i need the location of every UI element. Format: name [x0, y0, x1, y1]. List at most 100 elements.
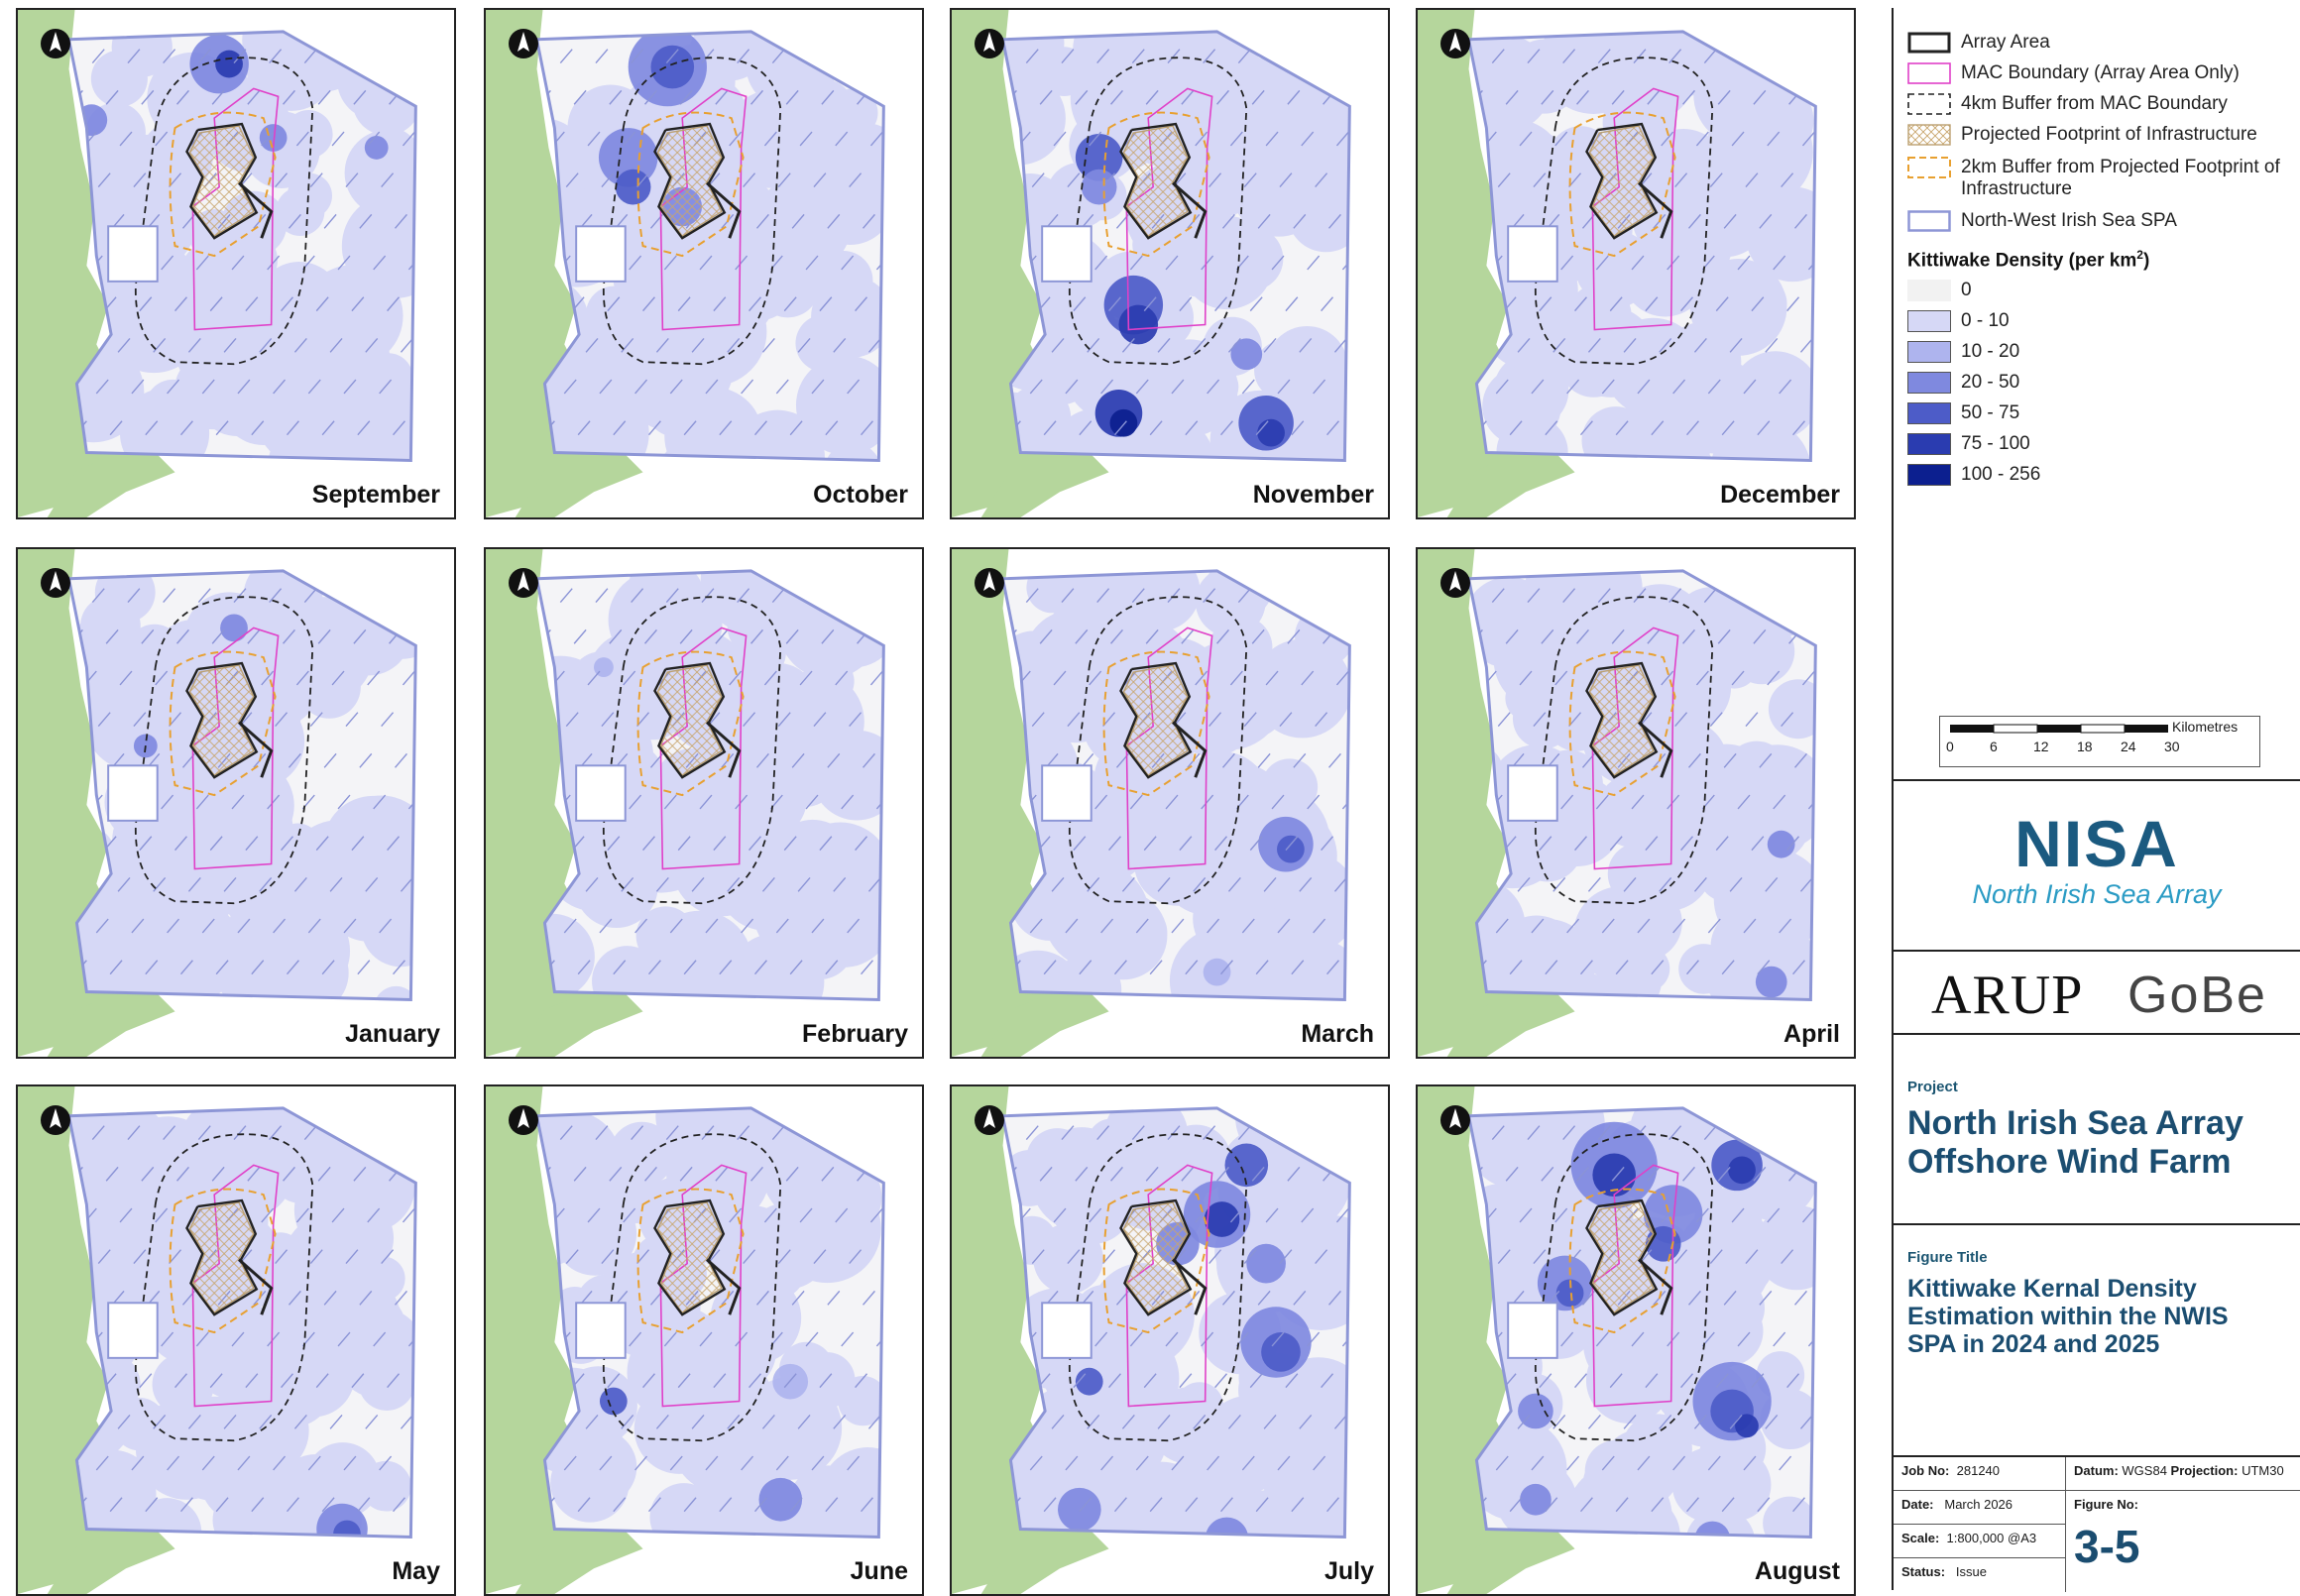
density-heading: Kittiwake Density (per km2) [1907, 248, 2150, 272]
excluded-area [1507, 764, 1558, 822]
scale-bar: 0 6 12 18 24 30 Kilometres [1939, 716, 2260, 767]
figure-title-line-3: SPA in 2024 and 2025 [1907, 1330, 2160, 1358]
map-canvas [18, 549, 454, 1057]
project-block: Project North Irish Sea Array Offshore W… [1892, 1035, 2300, 1225]
legend-item-footprint: Projected Footprint of Infrastructure [1907, 124, 2288, 146]
density-swatch [1907, 280, 1951, 301]
legend-item-buffer-4km: 4km Buffer from MAC Boundary [1907, 93, 2288, 115]
north-arrow-icon [509, 29, 538, 58]
footprint [188, 1201, 255, 1314]
array-area [1119, 1198, 1193, 1316]
excluded-area [107, 1302, 159, 1359]
legend-label: 2km Buffer from Projected Footprint of I… [1961, 157, 2280, 199]
figure-title-block: Figure Title Kittiwake Kernal Density Es… [1892, 1225, 2300, 1455]
scale-unit: Kilometres [2172, 719, 2239, 735]
scale-tick-label: 24 [2121, 739, 2136, 754]
datum-cell: Datum: WGS84 Projection: UTM30 [2066, 1457, 2300, 1491]
partner-logos: ARUP GoBe [1892, 952, 2300, 1035]
map-canvas [952, 1086, 1388, 1594]
month-label: April [1783, 1020, 1840, 1048]
density-label: 0 [1961, 280, 1972, 300]
buffer-2km [169, 650, 277, 797]
map-panel-april: April [1416, 547, 1856, 1059]
gobe-logo: GoBe [2128, 967, 2267, 1024]
project-title-2: Offshore Wind Farm [1907, 1143, 2232, 1181]
job-number-cell: Job No: 281240 [1894, 1457, 2066, 1491]
density-class: 75 - 100 [1907, 433, 2030, 455]
map-panel-december: December [1416, 8, 1856, 519]
legend-swatch [1907, 157, 1951, 178]
legend-swatch [1907, 93, 1951, 115]
map-canvas [18, 10, 454, 517]
footprint [188, 125, 255, 238]
north-arrow-icon [41, 29, 70, 58]
map-canvas [486, 10, 922, 517]
map-panel-march: March [950, 547, 1390, 1059]
density-swatch [1907, 372, 1951, 394]
excluded-area [1507, 1302, 1558, 1359]
scale-tick-label: 6 [1990, 739, 1998, 754]
map-panel-october: October [484, 8, 924, 519]
excluded-area [1041, 1302, 1092, 1359]
month-label: November [1252, 481, 1374, 509]
map-panel-august: August [1416, 1084, 1856, 1596]
map-canvas [952, 549, 1388, 1057]
month-label: July [1323, 1557, 1374, 1585]
excluded-area [107, 764, 159, 822]
legend-label: North-West Irish Sea SPA [1961, 210, 2177, 231]
excluded-area [107, 225, 159, 283]
array-area [1119, 122, 1193, 240]
map-canvas [1418, 10, 1854, 517]
month-label: September [311, 481, 440, 509]
north-arrow-icon [975, 29, 1004, 58]
density-swatch [1907, 310, 1951, 332]
buffer-2km [169, 1188, 277, 1334]
month-label: February [802, 1020, 908, 1048]
map-panel-july: July [950, 1084, 1390, 1596]
legend-label: 4km Buffer from MAC Boundary [1961, 93, 2228, 114]
map-panel-may: May [16, 1084, 456, 1596]
map-canvas [18, 1086, 454, 1594]
density-class: 20 - 50 [1907, 372, 2019, 394]
figure-number: 3-5 [2074, 1521, 2140, 1572]
scale-cell: Scale: 1:800,000 @A3 [1894, 1525, 2066, 1558]
density-class: 0 - 10 [1907, 310, 2010, 332]
month-label: March [1301, 1020, 1374, 1048]
figure-title-line-2: Estimation within the NWIS [1907, 1303, 2229, 1330]
project-title-1: North Irish Sea Array [1907, 1104, 2243, 1142]
excluded-area [575, 764, 627, 822]
array-area [185, 122, 259, 240]
footprint [1122, 664, 1189, 777]
month-label: December [1720, 481, 1840, 509]
buffer-2km [1102, 1188, 1210, 1334]
array-area [185, 1198, 259, 1316]
density-swatch [1907, 433, 1951, 455]
density-label: 50 - 75 [1961, 402, 2020, 423]
map-canvas [486, 1086, 922, 1594]
date-cell: Date: March 2026 [1894, 1491, 2066, 1525]
north-arrow-icon [1440, 568, 1470, 598]
array-area [1585, 122, 1659, 240]
density-class: 100 - 256 [1907, 464, 2040, 486]
north-arrow-icon [975, 568, 1004, 598]
nisa-logo-block: NISA North Irish Sea Array [1892, 781, 2300, 952]
buffer-2km [636, 1188, 745, 1334]
nisa-logo-name: North Irish Sea Array [1972, 879, 2222, 909]
footprint [188, 664, 255, 777]
north-arrow-icon [1440, 29, 1470, 58]
nisa-logo-acronym: NISA [2014, 807, 2179, 880]
north-arrow-icon [41, 1105, 70, 1135]
map-canvas [1418, 549, 1854, 1057]
density-label: 100 - 256 [1961, 464, 2041, 485]
footprint [656, 125, 723, 238]
scale-tick-label: 0 [1946, 739, 1954, 754]
legend-panel: Array Area MAC Boundary (Array Area Only… [1892, 8, 2300, 781]
density-swatch [1907, 464, 1951, 486]
map-panel-september: September [16, 8, 456, 519]
legend-swatch [1907, 210, 1951, 232]
density-class: 10 - 20 [1907, 341, 2019, 363]
footprint [1588, 125, 1655, 238]
buffer-2km [636, 650, 745, 797]
legend-label: MAC Boundary (Array Area Only) [1961, 62, 2240, 83]
buffer-2km [1568, 111, 1676, 258]
